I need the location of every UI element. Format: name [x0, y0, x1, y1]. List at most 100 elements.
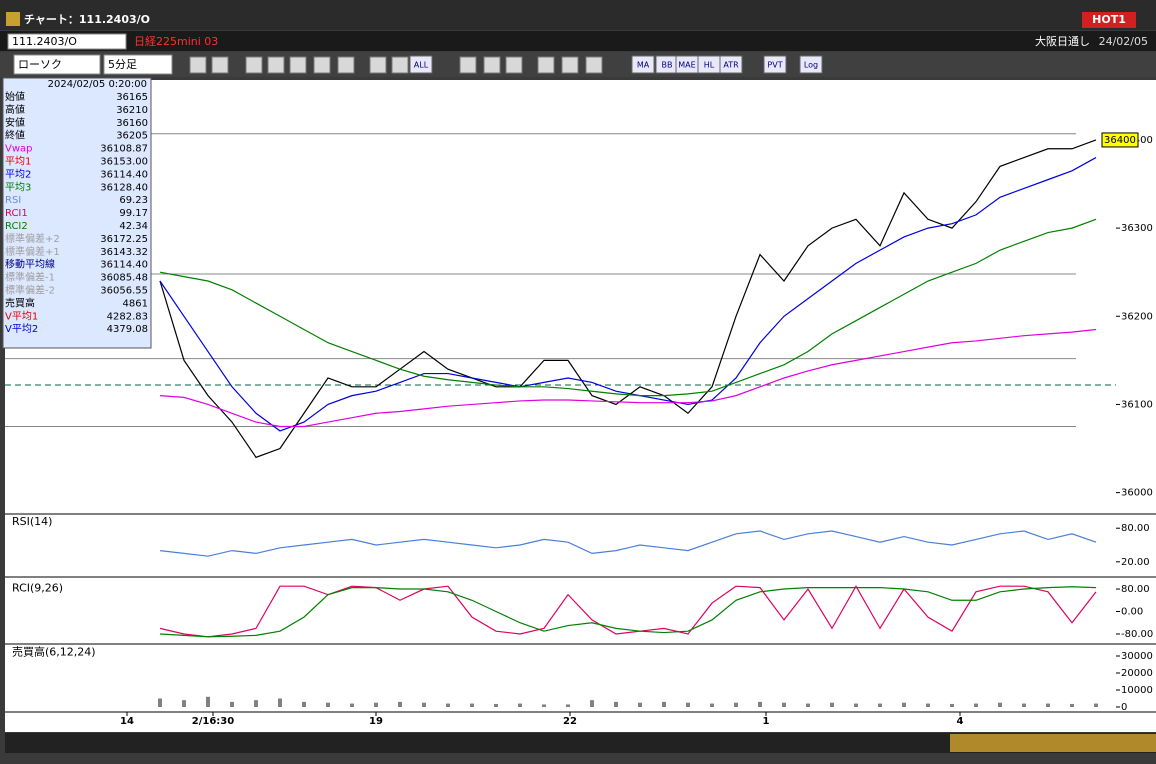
- hot-button[interactable]: [1082, 12, 1136, 28]
- tool-button-label[interactable]: ALL: [414, 61, 429, 70]
- volume-bar: [1070, 703, 1074, 707]
- volume-bar: [974, 703, 978, 707]
- chart-type-select[interactable]: [13, 54, 101, 75]
- tool-icon[interactable]: [189, 56, 207, 74]
- volume-bar: [398, 701, 402, 707]
- pane-title: 売買高(6,12,24): [12, 645, 96, 659]
- x-tick-label: 4: [957, 716, 964, 727]
- tool-button[interactable]: [799, 55, 823, 74]
- series-line: [159, 584, 1097, 638]
- tool-icon[interactable]: [369, 56, 387, 74]
- tool-button[interactable]: [631, 55, 655, 74]
- x-tick-label: 19: [369, 716, 383, 727]
- volume-bar: [926, 703, 930, 707]
- y-tick-label: 0.00: [1121, 607, 1143, 618]
- info-value: 36056.55: [100, 286, 148, 297]
- series-line: [159, 328, 1097, 428]
- tool-button[interactable]: [719, 55, 743, 74]
- info-label: 終値: [5, 129, 25, 142]
- volume-bar: [254, 700, 258, 707]
- info-label: RSI: [5, 195, 21, 206]
- info-label: V平均2: [5, 323, 38, 335]
- volume-bar: [854, 703, 858, 707]
- series-line: [159, 139, 1097, 459]
- tool-icon[interactable]: [483, 56, 501, 74]
- tool-icon[interactable]: [245, 56, 263, 74]
- info-value: 36108.87: [100, 144, 148, 155]
- info-value: 4282.83: [107, 311, 148, 322]
- tool-button-label[interactable]: MAE: [678, 61, 695, 70]
- tool-button-label[interactable]: Log: [804, 61, 818, 70]
- info-label: 標準偏差-1: [5, 271, 55, 284]
- chart-type[interactable]: ローソク: [18, 58, 62, 71]
- hot-label[interactable]: HOT1: [1092, 13, 1126, 26]
- info-value: 4861: [123, 298, 148, 309]
- symbol-code[interactable]: 111.2403/O: [12, 35, 77, 48]
- y-tick-label: 20000: [1121, 668, 1153, 679]
- info-label: V平均1: [5, 310, 38, 322]
- info-label: 標準偏差+2: [5, 232, 60, 245]
- tool-icon[interactable]: [289, 56, 307, 74]
- volume-bar: [326, 702, 330, 707]
- tool-button-label[interactable]: BB: [662, 61, 673, 70]
- volume-bar: [734, 702, 738, 707]
- last-price-box: [1101, 132, 1139, 148]
- tool-button-label[interactable]: HL: [704, 61, 715, 70]
- info-panel: [2, 77, 152, 349]
- tool-icon[interactable]: [585, 56, 603, 74]
- volume-bar: [278, 698, 282, 707]
- y-tick-label: 80.00: [1121, 523, 1150, 534]
- volume-bar: [998, 702, 1002, 707]
- y-tick-label: 80.00: [1121, 584, 1150, 595]
- info-label: RCI2: [5, 221, 28, 232]
- tool-icon[interactable]: [537, 56, 555, 74]
- symbol-name: 日経225mini 03: [134, 35, 218, 48]
- info-label: 始値: [5, 90, 25, 103]
- info-value: 36205: [116, 131, 148, 142]
- tool-icon[interactable]: [561, 56, 579, 74]
- interval-select[interactable]: [103, 54, 173, 75]
- series-line: [159, 586, 1097, 638]
- tool-button-label[interactable]: PVT: [767, 61, 782, 70]
- scroll-thumb[interactable]: [950, 734, 1156, 752]
- tool-icon[interactable]: [505, 56, 523, 74]
- volume-bar: [782, 702, 786, 707]
- tool-icon[interactable]: [211, 56, 229, 74]
- volume-bar: [542, 704, 546, 707]
- volume-bar: [302, 701, 306, 707]
- tool-icon[interactable]: [313, 56, 331, 74]
- info-label: RCI1: [5, 208, 28, 219]
- tool-button-label[interactable]: MA: [637, 61, 650, 70]
- volume-bar: [566, 704, 570, 707]
- tool-icon[interactable]: [337, 56, 355, 74]
- volume-bar: [902, 702, 906, 707]
- tool-icon[interactable]: [459, 56, 477, 74]
- volume-bar: [182, 700, 186, 707]
- scrollbar[interactable]: [5, 733, 1156, 753]
- tool-icon[interactable]: [391, 56, 409, 74]
- info-value: 36085.48: [100, 273, 148, 284]
- info-label: 平均3: [5, 181, 31, 193]
- last-price: 36400: [1104, 135, 1136, 146]
- plot-area: [5, 80, 1116, 712]
- tool-button[interactable]: [763, 55, 787, 74]
- tool-button[interactable]: [409, 55, 433, 74]
- info-value: 36165: [116, 92, 148, 103]
- symbol-bar: [0, 31, 1156, 51]
- volume-bar: [878, 703, 882, 707]
- volume-bar: [662, 701, 666, 707]
- tool-icon[interactable]: [267, 56, 285, 74]
- symbol-input[interactable]: [7, 33, 127, 50]
- info-value: 36128.40: [100, 182, 148, 193]
- volume-bar: [950, 703, 954, 707]
- y-tick-label: 0: [1121, 702, 1127, 713]
- volume-bar: [470, 703, 474, 707]
- volume-bar: [230, 701, 234, 707]
- y-tick-label: 36300: [1121, 223, 1153, 234]
- x-tick-label: 22: [563, 716, 577, 727]
- volume-bar: [1046, 703, 1050, 707]
- tool-button-label[interactable]: ATR: [723, 61, 739, 70]
- axis-area: [1116, 80, 1156, 712]
- interval[interactable]: 5分足: [108, 58, 137, 71]
- title-bar: [0, 0, 1156, 30]
